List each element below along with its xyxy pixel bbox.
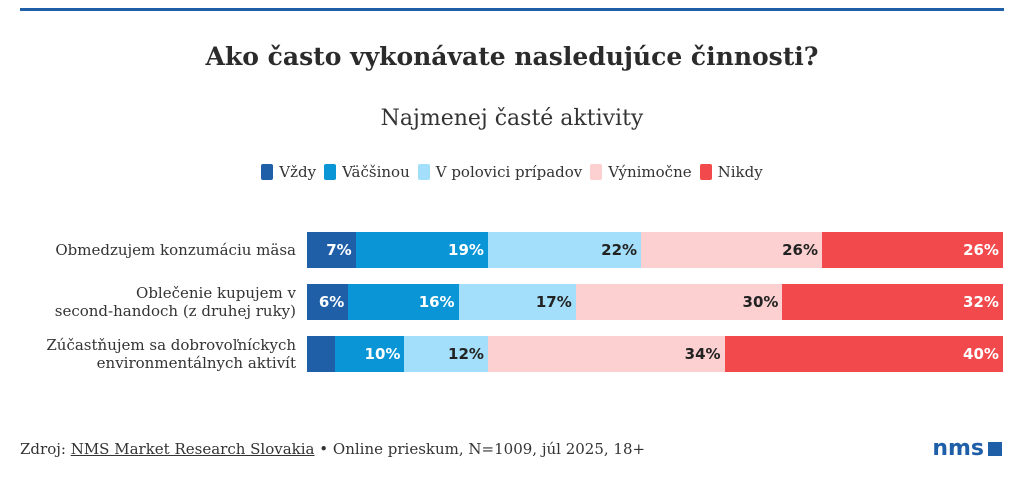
- bar-segment: 17%: [458, 284, 576, 320]
- chart-subtitle: Najmenej časté aktivity: [380, 106, 644, 131]
- category-label: Zúčastňujem sa dobrovoľníckych environmen…: [10, 336, 296, 372]
- bar-segment: 22%: [487, 232, 642, 268]
- legend-item: Väčšinou: [324, 163, 410, 181]
- data-label: 17%: [535, 293, 572, 311]
- source-prefix: Zdroj:: [20, 440, 71, 458]
- legend-swatch: [324, 164, 337, 180]
- bar-row: 7% 19% 22% 26% 26%: [307, 232, 1003, 268]
- legend-item: Nikdy: [699, 163, 763, 181]
- bar-segment: 32%: [782, 284, 1003, 320]
- data-label: 32%: [963, 293, 999, 311]
- bar-segment: 30%: [575, 284, 783, 320]
- bar-segment: 19%: [355, 232, 488, 268]
- data-label: 12%: [448, 345, 484, 363]
- data-label: 22%: [601, 241, 638, 259]
- stacked-bar-chart: Obmedzujem konzumáciu mäsa 7% 19% 22% 26% 26%…: [0, 222, 1024, 382]
- legend-swatch: [417, 164, 430, 180]
- data-label: 7%: [326, 241, 352, 259]
- bar-segment: 40%: [724, 336, 1003, 372]
- data-label: 16%: [418, 293, 455, 311]
- nms-logo: nms: [932, 436, 1002, 461]
- bar-segment: 34%: [487, 336, 725, 372]
- source-footer: Zdroj: NMS Market Research Slovakia • On…: [20, 440, 645, 458]
- source-link[interactable]: NMS Market Research Slovakia: [70, 440, 315, 458]
- legend-label: Nikdy: [717, 163, 763, 181]
- legend-item: Vždy: [261, 163, 316, 181]
- legend-item: Výnimočne: [590, 163, 692, 181]
- category-label-line: Oblečenie kupujem v: [136, 284, 296, 302]
- logo-text: nms: [932, 436, 984, 461]
- legend-label: Väčšinou: [342, 163, 410, 181]
- legend-swatch: [261, 164, 274, 180]
- bar-row: 6% 16% 17% 30% 32%: [307, 284, 1003, 320]
- bar-segment: 26%: [641, 232, 823, 268]
- data-label: 19%: [448, 241, 484, 259]
- category-label: Oblečenie kupujem v second-handoch (z dru…: [10, 284, 296, 320]
- bar-segment: [307, 336, 335, 372]
- category-label-line: Obmedzujem konzumáciu mäsa: [55, 241, 296, 259]
- chart-title: Ako často vykonávate nasledujúce činnost…: [205, 42, 819, 71]
- bar-segment: 12%: [404, 336, 488, 372]
- bar-row: 10% 12% 34% 40%: [307, 336, 1003, 372]
- data-label: 10%: [364, 345, 401, 363]
- bar-segment: 7%: [307, 232, 356, 268]
- category-label-line: Zúčastňujem sa dobrovoľníckych: [46, 336, 296, 354]
- legend-item: V polovici prípadov: [417, 163, 583, 181]
- data-label: 6%: [318, 293, 345, 311]
- logo-square-icon: [988, 441, 1002, 456]
- legend-label: Vždy: [279, 163, 317, 181]
- bar-segment: 26%: [822, 232, 1003, 268]
- category-label: Obmedzujem konzumáciu mäsa: [10, 241, 296, 259]
- legend-label: Výnimočne: [608, 163, 692, 181]
- chart-legend: Vždy Väčšinou V polovici prípadov Výnimočne…: [0, 163, 1024, 181]
- legend-swatch: [699, 164, 712, 180]
- bar-segment: 16%: [348, 284, 459, 320]
- bar-segment: 10%: [334, 336, 405, 372]
- bar-segment: 6%: [307, 284, 349, 320]
- data-label: 40%: [963, 345, 999, 363]
- category-label-line: environmentálnych aktivít: [96, 354, 296, 372]
- legend-label: V polovici prípadov: [435, 163, 583, 181]
- data-label: 30%: [742, 293, 779, 311]
- source-details: • Online prieskum, N=1009, júl 2025, 18+: [314, 440, 646, 458]
- data-label: 26%: [963, 241, 999, 259]
- legend-swatch: [590, 164, 603, 180]
- category-label-line: second-handoch (z druhej ruky): [54, 302, 296, 320]
- top-accent-rule: [20, 8, 1004, 11]
- data-label: 34%: [684, 345, 721, 363]
- data-label: 26%: [782, 241, 819, 259]
